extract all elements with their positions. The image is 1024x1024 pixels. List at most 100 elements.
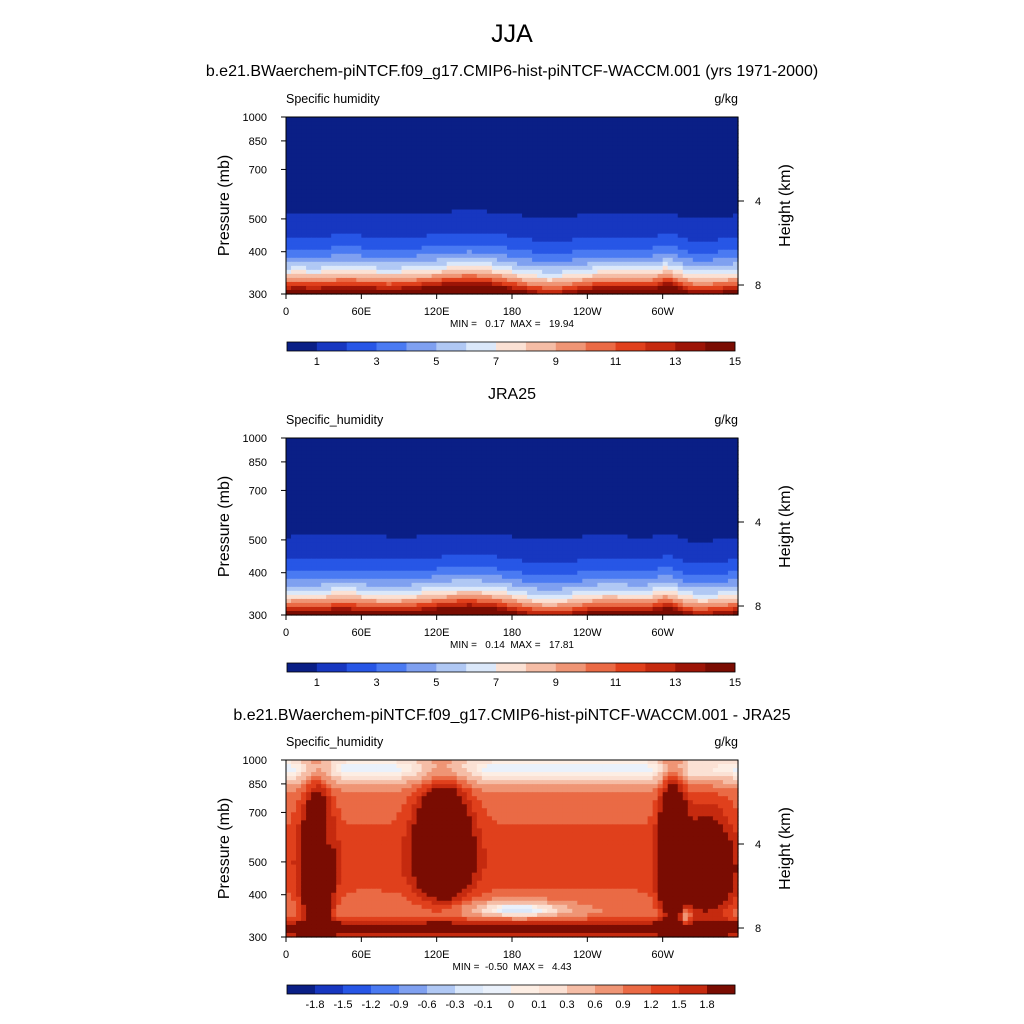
colorbar-label: 13 — [669, 677, 681, 689]
colorbar-swatch — [466, 342, 497, 351]
colorbar-swatch — [615, 342, 646, 351]
colorbar-swatch — [496, 663, 527, 672]
x-tick-label: 180 — [503, 306, 521, 318]
colorbar-label: -0.9 — [390, 999, 409, 1011]
colorbar-label: 0 — [508, 999, 514, 1011]
colorbar-label: 0.6 — [587, 999, 602, 1011]
colorbar-swatch — [615, 663, 646, 672]
colorbar-swatch — [679, 985, 708, 994]
colorbar-label: 13 — [669, 356, 681, 368]
colorbar-swatch — [483, 985, 512, 994]
y-tick-label: 1000 — [243, 433, 267, 445]
panel2-title: JRA25 — [487, 386, 537, 403]
right-axis-label: Height (km) — [777, 807, 794, 890]
field-cells — [286, 438, 739, 616]
colorbar-swatch — [595, 985, 624, 994]
colorbar-swatch — [555, 663, 586, 672]
colorbar-swatch — [623, 985, 652, 994]
colorbar-swatch — [525, 663, 557, 672]
x-tick-label: 120W — [573, 627, 602, 639]
colorbar-frame — [286, 341, 736, 352]
panel-units-label: g/kg — [714, 735, 738, 749]
colorbar-swatch — [399, 985, 428, 994]
colorbar-swatch — [585, 663, 616, 672]
colorbar: 1 3 5 7 9 11 13 15 — [286, 662, 741, 689]
panel-left-label: Specific_humidity — [286, 735, 384, 749]
y-tick-label: 300 — [249, 932, 267, 944]
colorbar-swatch — [316, 342, 348, 351]
colorbar-label: -1.8 — [306, 999, 325, 1011]
min-max-label: MIN = 0.14 MAX = 17.81 — [450, 640, 574, 651]
y-tick-label: 850 — [249, 136, 267, 148]
x-tick-label: 0 — [283, 627, 289, 639]
colorbar-label: 9 — [553, 677, 559, 689]
right-tick-label: 4 — [755, 839, 761, 851]
colorbar-label: 0.9 — [615, 999, 630, 1011]
panel3-title: b.e21.BWaerchem-piNTCF.f09_g17.CMIP6-his… — [233, 707, 791, 724]
colorbar-label: 1.8 — [699, 999, 714, 1011]
colorbar-label: 7 — [493, 677, 499, 689]
right-tick-label: 4 — [755, 196, 761, 208]
x-tick-label: 0 — [283, 306, 289, 318]
y-tick-label: 850 — [249, 779, 267, 791]
field-cells — [286, 117, 739, 295]
panel1-chart: Specific humidity g/kg3004005007008501000… — [216, 92, 794, 368]
colorbar-label: 3 — [374, 677, 380, 689]
panel-units-label: g/kg — [714, 92, 738, 106]
colorbar-frame — [286, 662, 736, 673]
figure-title: JJA — [491, 20, 533, 48]
colorbar-label: 11 — [610, 677, 621, 689]
colorbar-swatch — [675, 663, 706, 672]
colorbar-swatch — [525, 342, 557, 351]
colorbar-label: 3 — [374, 356, 380, 368]
colorbar-swatch — [406, 342, 437, 351]
y-tick-label: 850 — [249, 457, 267, 469]
colorbar-swatch — [376, 342, 407, 351]
colorbar-swatch — [705, 663, 736, 672]
x-tick-label: 180 — [503, 627, 521, 639]
x-tick-label: 60W — [651, 306, 674, 318]
y-tick-label: 700 — [249, 164, 267, 176]
x-tick-label: 60E — [352, 627, 372, 639]
x-tick-label: 0 — [283, 949, 289, 961]
y-tick-label: 700 — [249, 807, 267, 819]
y-axis-label: Pressure (mb) — [216, 798, 233, 899]
colorbar-label: 5 — [433, 356, 439, 368]
colorbar-swatch — [675, 342, 706, 351]
colorbar: -1.8 -1.5 -1.2 -0.9 -0.6 -0.3 -0.1 0 0.1 0.3 0.6 0.… — [286, 984, 736, 1011]
x-tick-label: 120W — [573, 949, 602, 961]
field-cells — [286, 760, 739, 938]
panel-left-label: Specific_humidity — [286, 413, 384, 427]
colorbar-swatch — [707, 985, 736, 994]
colorbar-label: 1.2 — [643, 999, 658, 1011]
colorbar-swatch — [316, 663, 348, 672]
x-tick-label: 120E — [424, 627, 450, 639]
colorbar-label: 1 — [314, 356, 320, 368]
y-tick-label: 500 — [249, 857, 267, 869]
right-tick-label: 8 — [755, 280, 761, 292]
right-tick-label: 4 — [755, 517, 761, 529]
colorbar-swatch — [645, 342, 676, 351]
y-tick-label: 300 — [249, 610, 267, 622]
colorbar-swatch — [315, 985, 344, 994]
panel1-title: b.e21.BWaerchem-piNTCF.f09_g17.CMIP6-his… — [205, 63, 819, 80]
colorbar-label: 7 — [493, 356, 499, 368]
right-tick-label: 8 — [755, 601, 761, 613]
x-tick-label: 60E — [352, 949, 372, 961]
colorbar-swatch — [466, 663, 497, 672]
colorbar-swatch — [436, 342, 467, 351]
y-tick-label: 1000 — [243, 755, 267, 767]
right-axis-label: Height (km) — [777, 485, 794, 568]
colorbar-swatch — [287, 663, 318, 672]
colorbar-swatch — [427, 985, 456, 994]
y-tick-label: 500 — [249, 214, 267, 226]
x-tick-label: 120W — [573, 306, 602, 318]
y-tick-label: 400 — [249, 247, 267, 259]
colorbar-label: -1.5 — [334, 999, 353, 1011]
panel-units-label: g/kg — [714, 413, 738, 427]
colorbar-label: 15 — [729, 356, 741, 368]
panel3-chart: Specific_humidity g/kg 300 4 0 0 500 700 850 1000… — [216, 735, 794, 1011]
colorbar-swatch — [287, 985, 316, 994]
colorbar-swatch — [496, 342, 527, 351]
y-tick-label: 400 — [249, 568, 267, 580]
